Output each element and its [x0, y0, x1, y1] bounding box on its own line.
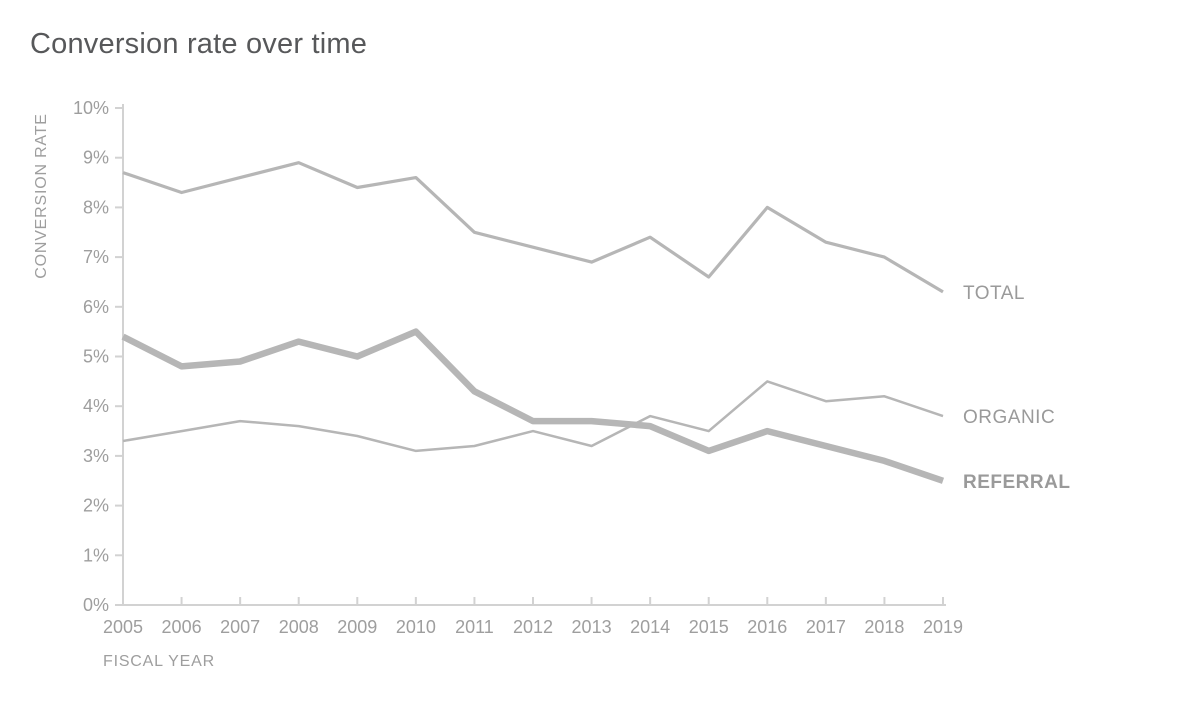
x-tick-label: 2012 — [513, 617, 553, 637]
axis-tick-labels: 0% 1% 2% 3% 4% 5% 6% 7% 8% 9% 10% 2005 2006 2007 2008 2… — [73, 98, 963, 637]
series-end-labels: TOTAL ORGANIC REFERRAL — [963, 283, 1070, 493]
x-axis-title: FISCAL YEAR — [103, 653, 215, 670]
series-line-referral — [121, 328, 945, 484]
x-tick-label: 2007 — [220, 617, 260, 637]
x-tick-label: 2014 — [630, 617, 670, 637]
x-tick-label: 2005 — [103, 617, 143, 637]
y-tick-label: 0% — [83, 595, 109, 615]
x-tick-label: 2015 — [689, 617, 729, 637]
series-label-referral: REFERRAL — [963, 472, 1070, 493]
series-label-total: TOTAL — [963, 283, 1025, 304]
y-tick-label: 10% — [73, 98, 109, 118]
y-tick-label: 8% — [83, 197, 109, 217]
series-label-organic: ORGANIC — [963, 407, 1055, 428]
y-tick-label: 4% — [83, 396, 109, 416]
x-tick-label: 2010 — [396, 617, 436, 637]
x-tick-label: 2006 — [162, 617, 202, 637]
y-tick-label: 9% — [83, 148, 109, 168]
y-tick-label: 6% — [83, 297, 109, 317]
x-tick-label: 2018 — [864, 617, 904, 637]
x-tick-label: 2011 — [455, 617, 494, 637]
y-tick-label: 3% — [83, 446, 109, 466]
y-tick-label: 1% — [83, 545, 109, 565]
y-tick-label: 5% — [83, 347, 109, 367]
axis-titles: CONVERSION RATE FISCAL YEAR — [33, 113, 215, 670]
x-tick-label: 2013 — [572, 617, 612, 637]
chart-title: Conversion rate over time — [30, 28, 368, 60]
x-tick-label: 2008 — [279, 617, 319, 637]
y-tick-label: 7% — [83, 247, 109, 267]
y-axis-title: CONVERSION RATE — [33, 113, 50, 279]
y-tick-label: 2% — [83, 496, 109, 516]
series-line-organic — [122, 380, 944, 453]
x-tick-label: 2009 — [337, 617, 377, 637]
x-tick-label: 2016 — [747, 617, 787, 637]
series-lines — [121, 161, 945, 484]
axes — [115, 104, 946, 606]
x-tick-label: 2019 — [923, 617, 963, 637]
series-line-total — [122, 161, 944, 294]
x-tick-label: 2017 — [806, 617, 846, 637]
